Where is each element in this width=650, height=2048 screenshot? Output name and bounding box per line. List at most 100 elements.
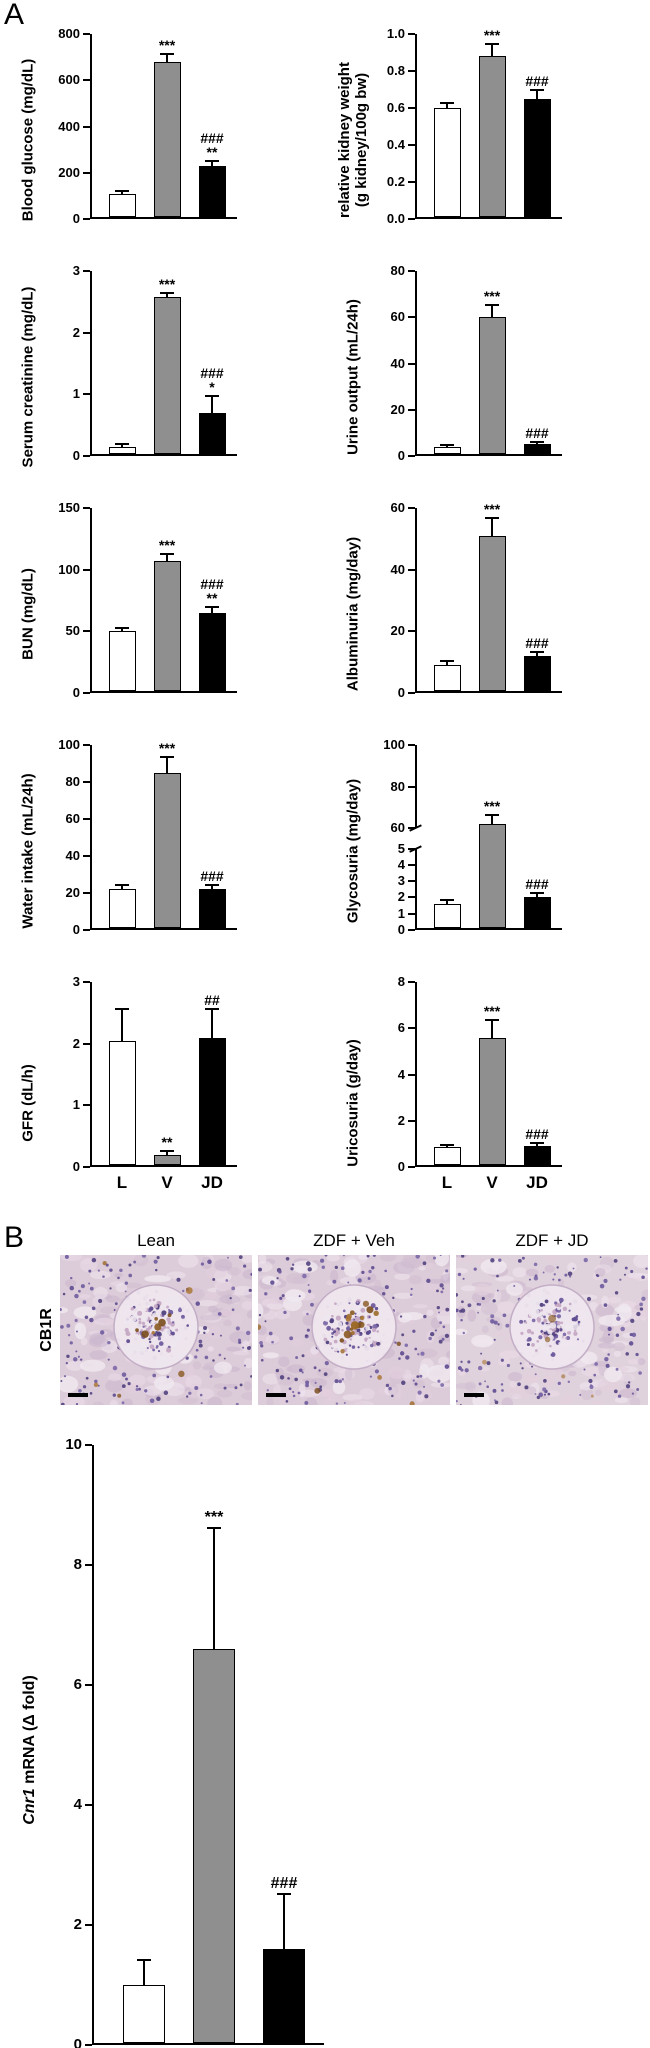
x-axis-baseline bbox=[415, 217, 562, 219]
y-axis-title-text: Albuminuria (mg/day) bbox=[344, 536, 362, 691]
error-bar-cap bbox=[160, 291, 174, 294]
y-tick bbox=[85, 1804, 92, 1806]
bar-v bbox=[478, 317, 506, 454]
plot-column-bun: 0 50 100 150 *** ### ** bbox=[58, 500, 237, 719]
panel-a-label: A bbox=[4, 0, 25, 31]
scale-bar bbox=[464, 1393, 484, 1397]
significance-marker: *** bbox=[158, 739, 176, 756]
y-tick-label: 80 bbox=[390, 778, 405, 794]
error-bar-cap bbox=[530, 892, 544, 895]
x-axis-baseline bbox=[415, 454, 562, 456]
error-bar bbox=[491, 815, 493, 825]
error-bar-cap bbox=[115, 883, 129, 886]
y-axis-title-text: Glycosuria (mg/day) bbox=[344, 778, 362, 923]
bar-jd bbox=[263, 1949, 305, 2043]
plot-column-gfr: 0 1 2 3 ** ## L V JD bbox=[73, 974, 237, 1223]
significance-marker: ### bbox=[525, 1126, 549, 1143]
y-axis-line bbox=[415, 848, 417, 930]
chart-blood-glucose: Blood glucose (mg/dL) 0 200 400 600 800 *** ###… bbox=[0, 8, 325, 245]
y-tick bbox=[85, 1564, 92, 1566]
scale-bar bbox=[68, 1393, 88, 1397]
histology-image-zdf-veh bbox=[258, 1255, 450, 1405]
y-tick-label: 0.0 bbox=[386, 211, 405, 226]
error-bar bbox=[211, 1009, 213, 1038]
y-tick bbox=[83, 630, 90, 633]
y-axis-title-text: BUN (mg/dL) bbox=[19, 567, 37, 660]
y-tick-label: 60 bbox=[65, 811, 80, 826]
chart-gfr: GFR (dL/h) 0 1 2 3 ** ## L V JD bbox=[0, 956, 325, 1223]
error-bar bbox=[536, 1144, 538, 1147]
x-tick-label-jd: JD bbox=[526, 1173, 548, 1192]
bar-v bbox=[153, 296, 181, 454]
cb1r-row-label: CB1R bbox=[34, 1229, 60, 1405]
y-tick-label: 60 bbox=[390, 309, 405, 325]
bar-jd bbox=[523, 98, 551, 217]
error-bar bbox=[213, 1529, 215, 1649]
y-axis-title-text: Uricosuria (g/day) bbox=[344, 1038, 362, 1167]
plot-column-cnr1-mrna: 0 2 4 6 8 10 *** ### bbox=[65, 1437, 324, 2048]
y-tick-label: 0.8 bbox=[386, 63, 405, 78]
bar-v bbox=[153, 561, 181, 691]
error-bar-cap bbox=[485, 813, 499, 816]
bar-l bbox=[108, 631, 136, 691]
error-bar bbox=[121, 191, 123, 194]
error-bar-cap bbox=[440, 102, 454, 105]
x-tick-label-v: V bbox=[486, 1173, 498, 1192]
y-tick-label: 600 bbox=[58, 72, 80, 88]
y-tick-label: 100 bbox=[58, 561, 80, 577]
x-tick-label-l: L bbox=[441, 1173, 453, 1192]
histology-image-lean bbox=[60, 1255, 252, 1405]
y-tick bbox=[408, 181, 415, 183]
significance-marker: *** bbox=[158, 36, 176, 53]
y-tick bbox=[83, 781, 90, 783]
y-tick-label: 60 bbox=[390, 500, 405, 515]
plot-column-urine-output: 0 20 40 60 80 *** ### bbox=[391, 263, 562, 482]
y-tick-label: 50 bbox=[65, 623, 80, 639]
y-axis-title-text: GFR (dL/h) bbox=[19, 1063, 37, 1142]
y-tick-label: 40 bbox=[390, 561, 405, 577]
error-bar-cap bbox=[115, 189, 129, 192]
chart-bun: BUN (mg/dL) 0 50 100 150 *** ### ** bbox=[0, 482, 325, 719]
significance-marker: ### ** bbox=[200, 130, 224, 161]
bar-jd bbox=[523, 444, 551, 454]
y-tick bbox=[408, 827, 415, 830]
y-tick bbox=[83, 1042, 90, 1045]
y-tick bbox=[408, 218, 415, 220]
y-tick-label: 0 bbox=[397, 448, 405, 463]
bar-l bbox=[433, 665, 461, 691]
y-tick-label: 3 bbox=[72, 263, 80, 278]
plot-column-glycosuria: 0 1 2 3 4 5 60 80 100 *** ### bbox=[383, 737, 562, 956]
significance-marker: ### ** bbox=[200, 575, 224, 606]
bar-jd bbox=[198, 612, 226, 691]
y-tick-label: 6 bbox=[73, 1676, 82, 1693]
error-bar bbox=[536, 652, 538, 656]
y-axis-line bbox=[415, 745, 417, 829]
error-bar bbox=[446, 104, 448, 108]
chart-serum-creatinine: Serum creatinine (mg/dL) 0 1 2 3 *** ### * bbox=[0, 245, 325, 482]
x-axis-baseline bbox=[415, 1165, 562, 1167]
cnr1-chart-wrap: Cnr1 mRNA (Δ fold) 0 2 4 6 8 10 *** ### bbox=[0, 1415, 650, 2048]
y-axis-line bbox=[90, 982, 92, 1167]
error-bar bbox=[143, 1961, 145, 1985]
y-tick bbox=[83, 79, 90, 82]
x-axis-baseline bbox=[92, 2043, 324, 2045]
significance-marker: *** bbox=[483, 797, 501, 814]
bar-l bbox=[108, 446, 136, 454]
significance-marker: *** bbox=[483, 1003, 501, 1020]
y-tick-label: 0.2 bbox=[386, 174, 405, 189]
y-tick bbox=[85, 1924, 92, 1926]
histology-title-zdf-jd: ZDF + JD bbox=[515, 1231, 589, 1250]
chart-cnr1-mrna: Cnr1 mRNA (Δ fold) 0 2 4 6 8 10 *** ### bbox=[0, 1415, 650, 2048]
error-bar-cap bbox=[485, 303, 499, 306]
significance-marker: ** bbox=[161, 1133, 173, 1150]
y-tick-label: 0 bbox=[397, 922, 405, 937]
error-bar-cap bbox=[207, 1527, 221, 1529]
bar-v bbox=[153, 772, 181, 928]
error-bar bbox=[536, 894, 538, 898]
significance-marker: ### bbox=[525, 634, 549, 651]
bar-v bbox=[478, 1037, 506, 1165]
error-bar bbox=[166, 293, 168, 297]
error-bar-cap bbox=[277, 1893, 291, 1895]
y-tick-label: 2 bbox=[397, 1112, 405, 1128]
bar-v bbox=[478, 824, 506, 928]
